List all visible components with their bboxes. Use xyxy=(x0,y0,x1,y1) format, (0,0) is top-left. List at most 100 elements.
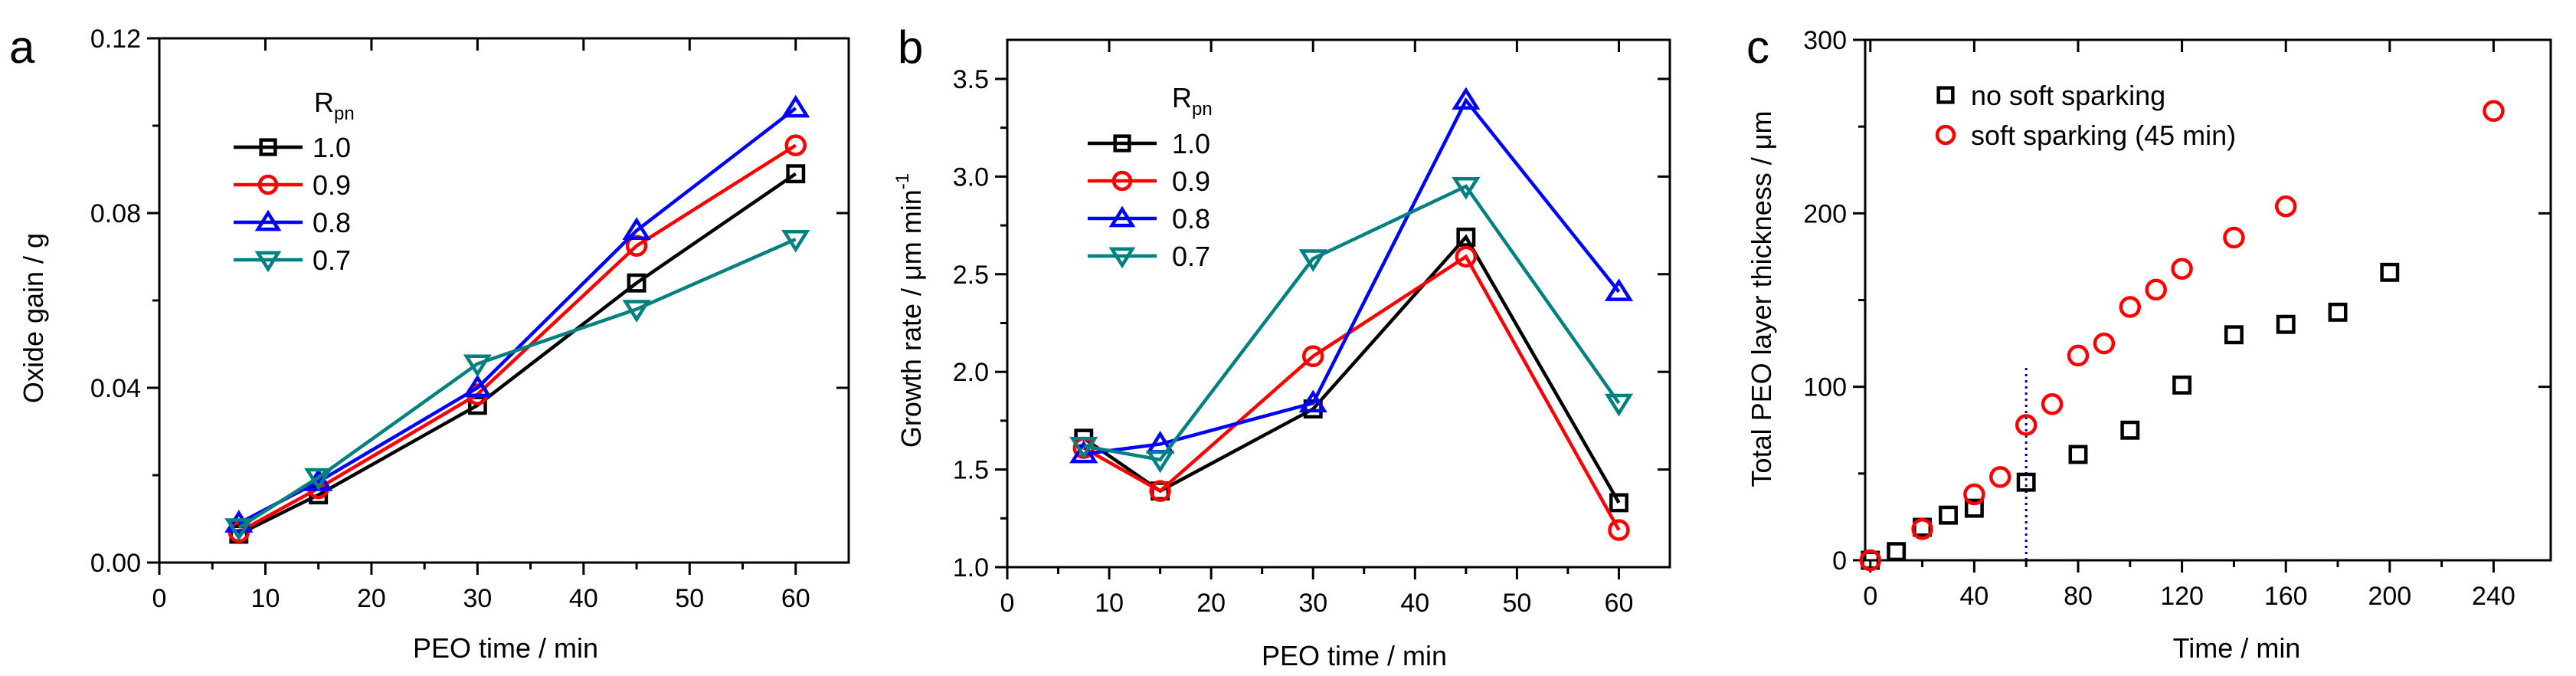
panel-a-legend-label: 1.0 xyxy=(313,132,351,163)
panel-b-y-axis-title: Growth rate / μm min-1 xyxy=(892,173,927,448)
panel-b-series-0-9 xyxy=(1072,245,1630,541)
panel-b-y-tick-label: 2.0 xyxy=(953,358,989,387)
panel-b-data-point xyxy=(1604,393,1634,417)
panel-b-legend-title: Rpn xyxy=(1172,82,1213,120)
panel-a-legend-label: 0.8 xyxy=(313,207,351,238)
panel-c-plot-frame xyxy=(1864,38,2552,562)
panel-b-legend-marker xyxy=(1111,170,1133,192)
panel-a-legend-title-main: R xyxy=(314,87,334,118)
panel-a-data-point xyxy=(786,164,806,184)
panel-b-x-axis-title: PEO time / min xyxy=(1262,640,1447,671)
panel-b-legend-marker xyxy=(1113,134,1131,153)
panel-a-title-y: Oxide gain / g xyxy=(18,233,49,403)
panel-b-series-line xyxy=(1082,254,1621,531)
panel-c-x-tick-label: 160 xyxy=(2264,582,2308,611)
panel-c-y-tick-label: 200 xyxy=(1803,199,1847,228)
panel-b-letter: b xyxy=(898,21,923,73)
panel-b-y-axis-title-main: Growth rate / μm min xyxy=(895,189,927,448)
panel-c-data-point xyxy=(2068,445,2088,464)
panel-c-data-point xyxy=(2067,344,2090,367)
panel-c-y-axis-title: Total PEO layer thickness / μm xyxy=(1746,111,1777,487)
panel-b-data-point xyxy=(1149,480,1171,502)
panel-b-legend-items: 1.0 0.9 0.8 0.7 xyxy=(1088,128,1210,272)
panel-b-legend: Rpn 1.0 0.9 0.8 0.7 xyxy=(1088,82,1213,272)
panel-b-y-tick-label: 3.0 xyxy=(953,162,989,192)
panel-b-data-point xyxy=(1146,450,1175,474)
panel-a-x-tick-label: 10 xyxy=(251,584,280,613)
panel-b-data-point xyxy=(1455,245,1478,268)
panel-a-legend-marker xyxy=(254,209,282,231)
panel-b-data-point xyxy=(1298,249,1327,272)
panel-b-legend-title-subscript: pn xyxy=(1192,99,1213,120)
panel-b-x-tick-label: 50 xyxy=(1502,589,1531,618)
panel-c-legend-marker xyxy=(1936,86,1955,104)
panel-b-data-point xyxy=(1069,440,1098,464)
panel-c-data-point xyxy=(2328,302,2348,322)
panel-a-legend-label: 0.9 xyxy=(313,169,351,201)
panel-c-data-point xyxy=(2093,332,2116,355)
panel-a-data-point xyxy=(781,94,810,118)
panel-b-data-point xyxy=(1609,493,1628,513)
panel-b-series-0-8 xyxy=(1069,87,1634,464)
panel-a-legend-title: Rpn xyxy=(314,87,355,124)
panel-b-y-tick-label: 1.5 xyxy=(953,456,989,485)
panel-b-series-line xyxy=(1083,97,1621,456)
panel-c-data-point xyxy=(1859,549,1882,572)
panel-c-x-tick-label: 40 xyxy=(1959,582,1988,611)
panel-b-series-0-7 xyxy=(1069,176,1634,474)
panel-b-plot-frame xyxy=(1006,38,1671,569)
panel-b-data-point xyxy=(1452,87,1481,110)
panel-b-data-point xyxy=(1456,227,1476,247)
panel-b-legend-marker xyxy=(1108,205,1136,228)
panel-c-x-tick-label: 200 xyxy=(2368,582,2411,611)
panel-a-y-tick-label: 0.04 xyxy=(90,374,141,403)
panel-a-series-line xyxy=(237,238,797,530)
panel-c-data-point xyxy=(2380,262,2400,282)
panel-c-data-point xyxy=(2120,420,2140,440)
panel-b-legend-label: 0.9 xyxy=(1172,166,1210,197)
panel-b-x-tick-label: 0 xyxy=(1000,589,1015,618)
panel-a-x-tick-label: 40 xyxy=(569,584,598,613)
panel-c-legend-label: soft sparking (45 min) xyxy=(1971,120,2236,151)
panel-b: b Growth rate / μm min-1 PEO time / min … xyxy=(892,21,1671,671)
panel-b-data-point xyxy=(1298,389,1327,413)
panel-a-plot: 0 10 20 30 40 50 60 0.00 0.04 0.08 0.12 xyxy=(90,25,850,613)
panel-a-legend-title-subscript: pn xyxy=(334,103,355,124)
panel-c-data-point xyxy=(1939,505,1958,525)
panel-b-data-point xyxy=(1608,519,1630,541)
panel-a-legend: Rpn 1.0 0.9 0.8 0.7 xyxy=(234,87,355,276)
panel-b-legend-title-main: R xyxy=(1172,82,1192,113)
panel-a-data-point xyxy=(224,518,254,541)
panel-a-legend-marker xyxy=(254,251,282,273)
panel-b-data-point xyxy=(1069,436,1098,460)
panel-a-data-point xyxy=(627,273,646,293)
panel-a-data-point xyxy=(781,230,810,253)
panel-a-data-point xyxy=(467,395,487,415)
panel-b-y-axis-title-superscript: -1 xyxy=(892,173,913,189)
panel-a-y-tick-label: 0.00 xyxy=(90,549,141,578)
panel-c-data-point xyxy=(2224,325,2244,345)
panel-c-y-tick-label: 0 xyxy=(1832,546,1847,576)
panel-c-y-tick-label: 100 xyxy=(1803,373,1847,402)
panel-c-data-point xyxy=(2172,375,2192,395)
panel-a-data-point xyxy=(784,134,807,156)
panel-a: a Oxide gain / g PEO time / min 0 10 20 30 4… xyxy=(9,21,850,664)
panel-b-y-tick-label: 1.0 xyxy=(953,553,989,582)
panel-a-data-point xyxy=(622,217,651,240)
panel-c-data-point xyxy=(2276,314,2296,334)
panel-c-legend: no soft sparking soft sparking (45 min) xyxy=(1935,80,2236,151)
panel-a-legend-label: 0.7 xyxy=(313,244,351,276)
panel-c: c Total PEO layer thickness / μm Time / … xyxy=(1746,21,2552,664)
panel-b-x-tick-label: 60 xyxy=(1605,589,1634,618)
panel-a-letter: a xyxy=(9,21,35,73)
panel-a-series-0-7 xyxy=(224,230,810,541)
panel-c-data-point xyxy=(1963,483,1985,506)
panel-b-x-tick-label: 30 xyxy=(1298,589,1327,618)
panel-a-x-tick-label: 20 xyxy=(357,584,386,613)
panel-a-y-axis-title: Oxide gain / g xyxy=(18,233,49,403)
panel-a-x-tick-label: 50 xyxy=(675,584,704,613)
panel-c-series-soft-sparking-45-min- xyxy=(1859,100,2505,572)
panel-c-y-tick-label: 300 xyxy=(1803,26,1847,55)
panel-c-x-tick-label: 0 xyxy=(1863,582,1877,611)
panel-b-x-tick-label: 20 xyxy=(1196,589,1226,618)
